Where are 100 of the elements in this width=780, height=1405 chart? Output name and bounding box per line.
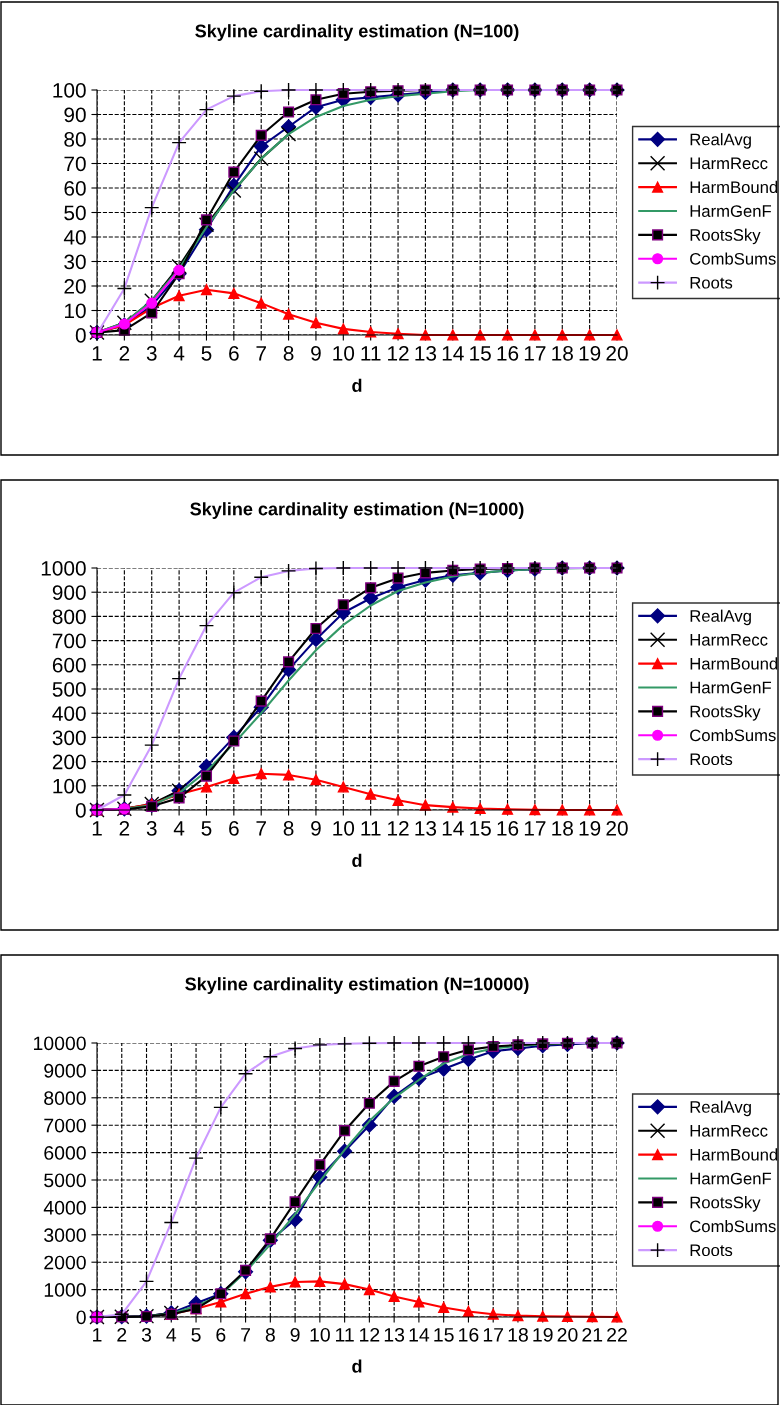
y-tick-label: 80	[64, 132, 86, 147]
y-tick-label: 10	[65, 303, 86, 319]
legend-label: HarmGenF	[690, 1172, 772, 1185]
x-axis-title: d	[352, 1359, 362, 1373]
chart-title: Skyline cardinality estimation (N=10000)	[185, 977, 529, 994]
x-tick-label: 4	[173, 346, 185, 361]
y-tick-label: 100	[53, 778, 86, 794]
x-tick-label: 20	[606, 345, 628, 361]
x-tick-label: 11	[361, 346, 381, 361]
x-tick-label: 8	[265, 1327, 275, 1342]
y-tick-label: 6000	[44, 1146, 86, 1160]
x-tick-label: 6	[229, 820, 239, 836]
x-tick-label: 13	[415, 820, 437, 836]
x-tick-label: 8	[283, 820, 294, 836]
legend-label: CombSums	[690, 728, 776, 742]
x-tick-label: 2	[117, 1327, 127, 1342]
x-tick-label: 17	[524, 821, 546, 836]
legend-label: Roots	[690, 1244, 733, 1257]
legend-label: CombSums	[690, 1219, 776, 1233]
x-tick-label: 2	[119, 820, 130, 836]
x-tick-label: 12	[388, 820, 409, 836]
x-tick-label: 11	[336, 1328, 354, 1342]
x-tick-label: 11	[361, 821, 381, 836]
y-tick-label: 0	[76, 1310, 86, 1325]
y-tick-label: 70	[64, 156, 86, 172]
y-tick-label: 600	[52, 657, 86, 673]
chart-title: Skyline cardinality estimation (N=100)	[195, 24, 519, 41]
x-tick-label: 1	[92, 821, 102, 836]
legend-label: HarmGenF	[690, 205, 772, 217]
x-tick-label: 20	[557, 1327, 578, 1342]
y-tick-label: 30	[64, 254, 86, 270]
x-tick-label: 5	[201, 346, 212, 361]
y-tick-label: 0	[75, 803, 86, 818]
y-tick-label: 3000	[44, 1228, 86, 1243]
x-tick-label: 10	[310, 1327, 330, 1342]
x-tick-label: 9	[290, 1327, 300, 1342]
legend-label: HarmRecc	[690, 1125, 768, 1137]
x-tick-label: 22	[607, 1327, 627, 1342]
x-tick-label: 3	[141, 1327, 152, 1342]
legend-label: HarmRecc	[690, 634, 768, 646]
legend-label: Roots	[690, 753, 733, 766]
x-tick-label: 15	[470, 821, 491, 836]
y-tick-label: 1000	[41, 561, 86, 576]
x-tick-label: 3	[146, 345, 157, 361]
x-tick-label: 7	[241, 1328, 250, 1342]
x-tick-label: 5	[191, 1328, 201, 1342]
x-tick-label: 14	[442, 346, 464, 361]
x-tick-label: 15	[470, 346, 491, 361]
y-tick-label: 40	[63, 230, 86, 245]
x-tick-label: 17	[524, 346, 546, 361]
y-tick-label: 90	[64, 107, 86, 123]
x-tick-label: 4	[173, 821, 185, 836]
y-tick-label: 4000	[43, 1200, 86, 1215]
x-tick-label: 12	[388, 345, 409, 361]
x-tick-label: 17	[483, 1328, 504, 1342]
x-tick-label: 13	[415, 345, 437, 361]
x-tick-label: 18	[552, 345, 573, 361]
x-tick-label: 18	[508, 1327, 528, 1342]
x-tick-label: 6	[229, 345, 239, 361]
x-tick-label: 4	[166, 1328, 177, 1342]
legend-label: RealAvg	[690, 1100, 751, 1117]
x-tick-label: 18	[552, 820, 573, 836]
x-tick-label: 16	[497, 820, 519, 836]
x-tick-label: 1	[92, 346, 102, 361]
y-tick-label: 800	[52, 609, 86, 625]
y-tick-label: 200	[52, 754, 86, 770]
legend-label: HarmRecc	[690, 157, 768, 170]
y-tick-label: 900	[52, 585, 86, 600]
x-tick-label: 10	[333, 820, 355, 836]
x-tick-label: 9	[311, 345, 321, 361]
x-tick-label: 8	[283, 345, 294, 361]
legend-label: HarmBound	[690, 657, 778, 670]
x-tick-label: 10	[333, 345, 355, 361]
x-tick-label: 19	[533, 1327, 553, 1342]
y-tick-label: 2000	[44, 1255, 86, 1270]
legend-label: RealAvg	[690, 133, 751, 149]
legend-label: RealAvg	[690, 609, 751, 626]
y-tick-label: 100	[53, 83, 86, 98]
x-tick-label: 14	[409, 1328, 430, 1342]
x-tick-label: 9	[311, 820, 321, 836]
y-tick-label: 10000	[34, 1036, 86, 1051]
x-tick-label: 13	[384, 1327, 405, 1342]
x-tick-label: 21	[582, 1327, 603, 1342]
legend-label: RootsSky	[690, 228, 761, 245]
y-tick-label: 400	[52, 706, 86, 721]
y-tick-label: 7000	[44, 1118, 86, 1133]
legend-label: HarmGenF	[690, 681, 772, 694]
x-tick-label: 14	[442, 821, 464, 836]
x-tick-label: 2	[119, 345, 130, 361]
y-tick-label: 1000	[44, 1283, 86, 1297]
y-tick-label: 8000	[44, 1091, 86, 1106]
x-tick-label: 7	[256, 346, 266, 361]
y-tick-label: 0	[75, 328, 86, 343]
x-tick-label: 12	[360, 1327, 380, 1342]
y-tick-label: 50	[64, 205, 86, 221]
y-tick-label: 300	[52, 730, 86, 746]
y-tick-label: 5000	[44, 1173, 86, 1188]
x-tick-label: 3	[146, 820, 157, 836]
x-tick-label: 16	[497, 345, 519, 361]
y-tick-label: 500	[52, 682, 86, 697]
